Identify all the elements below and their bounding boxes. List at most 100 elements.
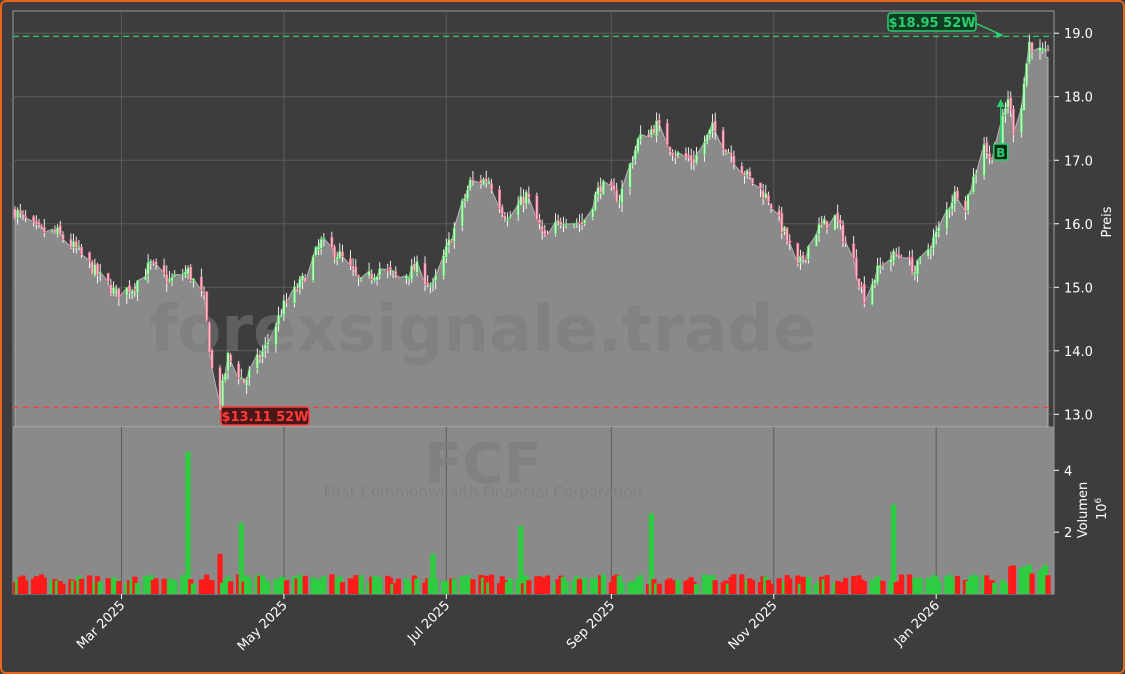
volume-bar — [739, 574, 745, 594]
volume-bar — [273, 579, 279, 594]
candle-down — [199, 276, 203, 292]
volume-bar — [302, 575, 308, 594]
price-axis-label: Preis — [1100, 206, 1115, 237]
candle-down — [386, 268, 390, 271]
candle-down — [647, 134, 651, 138]
volume-bar — [228, 581, 234, 594]
candle-down — [330, 236, 334, 248]
volume-bar — [962, 579, 969, 594]
volume-bar — [728, 576, 734, 594]
candle-up — [873, 279, 877, 284]
volume-bar — [518, 525, 524, 594]
volume-bar — [17, 576, 23, 594]
candle-down — [750, 177, 754, 184]
candle-up — [508, 216, 512, 219]
candle-up — [636, 138, 640, 153]
candle-down — [13, 208, 17, 219]
candle-down — [729, 152, 733, 156]
candle-up — [245, 379, 249, 387]
volume-bar — [1040, 568, 1046, 594]
volume-bar — [315, 580, 322, 594]
volume-bar — [925, 578, 931, 594]
volume-bar — [949, 583, 955, 594]
candle-down — [769, 204, 773, 209]
candle-down — [801, 254, 805, 260]
candle-up — [183, 271, 187, 276]
volume-bar — [693, 584, 700, 594]
price-tick-label: 17.0 — [1064, 154, 1093, 169]
candle-up — [221, 379, 225, 407]
candle-down — [657, 119, 661, 125]
volume-bar — [880, 580, 886, 594]
volume-bar — [142, 575, 149, 594]
candle-up — [561, 223, 565, 226]
volume-bar — [749, 580, 756, 594]
candle-down — [32, 215, 36, 223]
candle-up — [277, 314, 281, 326]
candle-up — [817, 224, 821, 235]
volume-bar — [816, 580, 822, 594]
volume-bar — [760, 576, 766, 594]
volume-bar — [896, 581, 902, 594]
candle-down — [713, 120, 717, 132]
volume-bar — [542, 578, 548, 594]
candle-down — [692, 158, 696, 165]
candle-up — [114, 287, 118, 290]
volume-bar — [928, 583, 934, 594]
volume-bar — [832, 582, 838, 594]
candle-down — [127, 284, 131, 293]
volume-bar — [283, 580, 290, 594]
volume-bar — [369, 576, 375, 594]
volume-bar — [31, 578, 37, 594]
volume-bar — [132, 576, 138, 594]
candle-up — [282, 300, 286, 316]
volume-bar — [1018, 568, 1024, 594]
candle-up — [279, 316, 283, 318]
volume-bar — [747, 578, 753, 594]
volume-bar — [1005, 584, 1011, 594]
candle-up — [945, 209, 949, 229]
candle-up — [146, 262, 150, 276]
volume-bar — [225, 576, 231, 594]
volume-bar — [204, 574, 210, 594]
volume-bar — [241, 581, 247, 594]
volume-bar — [656, 583, 662, 594]
volume-bar — [651, 579, 657, 594]
volume-bar — [1026, 564, 1032, 594]
candle-down — [825, 220, 829, 229]
candle-down — [545, 234, 549, 236]
volume-bar — [856, 575, 862, 594]
candle-up — [191, 278, 195, 281]
volume-bar — [552, 582, 559, 594]
volume-bars — [13, 451, 1051, 594]
candle-down — [854, 257, 858, 278]
volume-tick-label: 4 — [1064, 464, 1072, 479]
volume-bar — [387, 577, 393, 594]
candle-down — [522, 196, 526, 205]
candle-down — [61, 234, 65, 240]
volume-bar — [723, 580, 729, 594]
high-low-lines — [13, 35, 1054, 408]
volume-bar — [853, 583, 859, 594]
volume-bar — [576, 579, 583, 594]
candle-down — [396, 275, 400, 279]
volume-tick-label: 2 — [1064, 526, 1072, 541]
volume-bar — [608, 582, 614, 594]
candle-up — [167, 278, 171, 282]
candle-down — [985, 142, 989, 153]
candle-down — [689, 155, 693, 162]
volume-bar — [843, 577, 849, 594]
candle-down — [535, 195, 539, 220]
volume-bar — [161, 578, 167, 594]
candle-up — [428, 284, 432, 287]
candle-up — [186, 267, 190, 275]
volume-bar — [1024, 574, 1030, 594]
candle-down — [218, 367, 222, 407]
candle-down — [498, 189, 502, 209]
candle-down — [90, 261, 94, 275]
volume-bar — [989, 579, 995, 594]
candle-up — [263, 344, 267, 350]
volume-bar — [153, 578, 159, 594]
volume-bar — [496, 583, 503, 594]
volume-bar — [238, 522, 244, 594]
